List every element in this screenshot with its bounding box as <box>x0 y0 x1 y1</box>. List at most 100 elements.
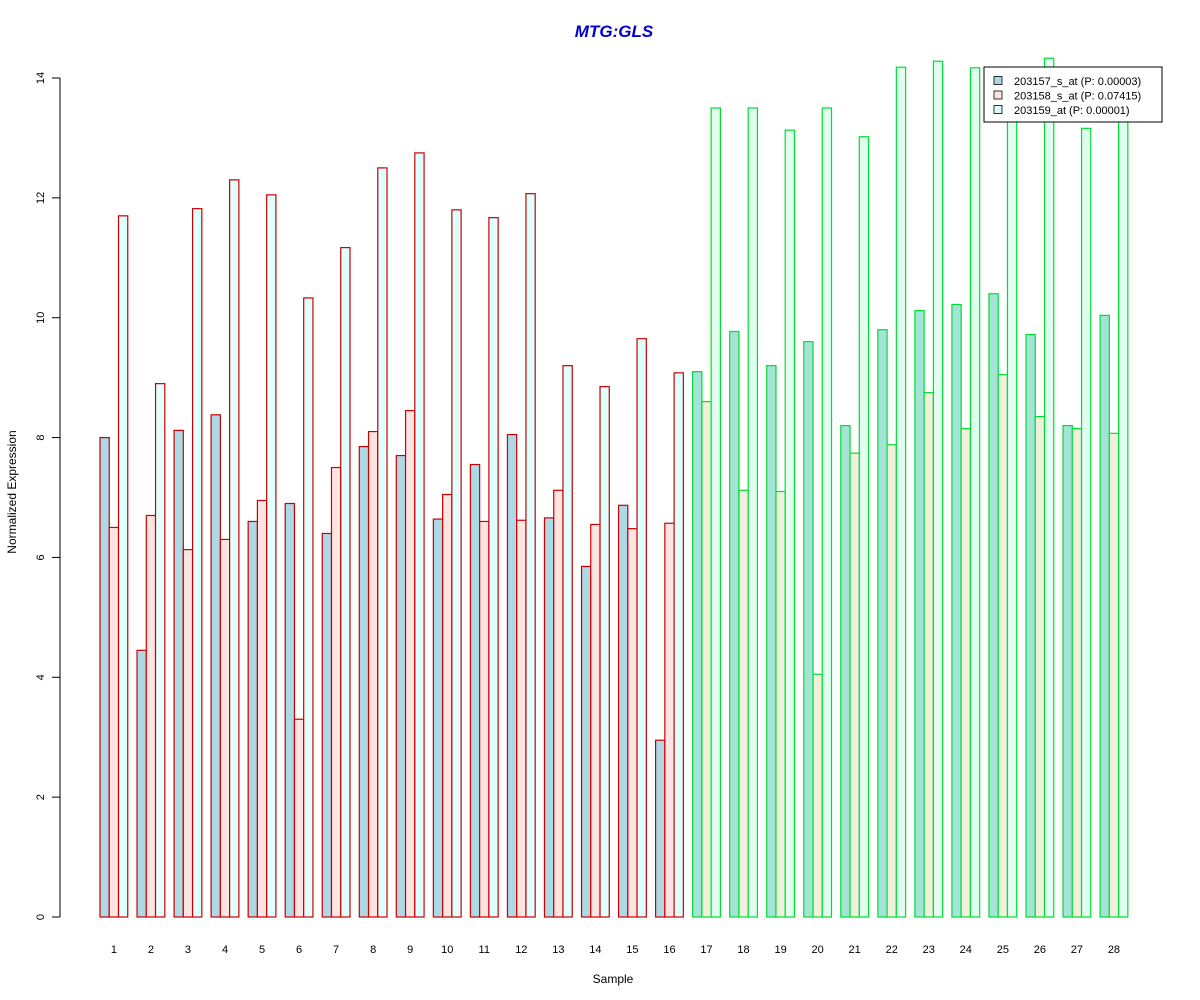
legend-label-3: 203159_at (P: 0.00001) <box>1014 105 1130 117</box>
x-tick-label: 2 <box>148 944 154 956</box>
bar-s1-sample-9 <box>395 454 407 918</box>
x-tick-label: 20 <box>812 944 824 956</box>
bar-s2-sample-22 <box>886 444 897 918</box>
bar-s3-sample-12 <box>525 193 536 918</box>
x-tick-label: 4 <box>222 944 228 956</box>
x-tick-label: 6 <box>296 944 302 956</box>
bar-s1-sample-23 <box>914 309 925 918</box>
bar-s3-sample-22 <box>895 66 907 918</box>
bar-s3-sample-4 <box>229 179 240 918</box>
bar-s2-sample-1 <box>108 526 120 918</box>
x-tick-label: 12 <box>515 944 527 956</box>
x-tick-label: 21 <box>849 944 861 956</box>
legend-label-1: 203157_s_at (P: 0.00003) <box>1014 76 1141 88</box>
x-tick-label: 27 <box>1071 944 1083 956</box>
y-tick-label: 6 <box>35 554 47 560</box>
bar-s3-sample-17 <box>710 107 721 918</box>
bar-s2-sample-16 <box>664 522 675 918</box>
bar-s3-sample-19 <box>784 129 796 918</box>
bar-s2-sample-26 <box>1034 416 1046 918</box>
bar-s2-sample-8 <box>367 430 379 918</box>
bar-s2-sample-23 <box>923 392 934 918</box>
bar-s1-sample-5 <box>247 520 259 918</box>
bar-s3-sample-2 <box>154 383 166 918</box>
bar-s3-sample-13 <box>562 365 573 918</box>
bar-s2-sample-24 <box>960 427 972 918</box>
bar-s1-sample-16 <box>654 739 666 918</box>
bar-s2-sample-21 <box>849 452 860 918</box>
bar-s3-sample-21 <box>858 136 870 918</box>
bar-s2-sample-7 <box>330 466 342 918</box>
bar-s2-sample-4 <box>219 538 231 918</box>
bar-s1-sample-13 <box>543 517 555 918</box>
bar-s3-sample-5 <box>266 194 277 918</box>
bar-s3-sample-20 <box>821 107 833 918</box>
bar-s1-sample-7 <box>321 532 333 918</box>
bar-s3-sample-16 <box>673 372 684 918</box>
bar-s3-sample-6 <box>303 297 314 918</box>
legend-swatch-3 <box>993 105 1003 114</box>
x-tick-label: 26 <box>1034 944 1046 956</box>
y-tick-label: 14 <box>35 72 47 84</box>
bar-s2-sample-28 <box>1108 432 1120 918</box>
legend-swatch-2 <box>993 90 1003 100</box>
bar-s3-sample-11 <box>488 217 499 918</box>
bar-s1-sample-2 <box>136 649 147 918</box>
x-tick-label: 16 <box>663 944 675 956</box>
y-tick-label: 2 <box>35 794 47 800</box>
x-tick-label: 9 <box>407 944 413 956</box>
x-tick-label: 1 <box>111 944 117 956</box>
x-tick-label: 17 <box>700 944 712 956</box>
y-tick-label: 0 <box>35 914 47 920</box>
x-tick-label: 25 <box>997 944 1009 956</box>
x-tick-label: 24 <box>960 944 972 956</box>
y-axis: 0 2 4 6 8 10 12 14 <box>35 72 61 920</box>
bar-s2-sample-3 <box>182 549 194 918</box>
bar-s3-sample-10 <box>451 209 462 918</box>
bar-s1-sample-25 <box>988 293 999 918</box>
bar-s3-sample-26 <box>1043 57 1055 918</box>
bar-s1-sample-15 <box>617 504 629 918</box>
bar-s1-sample-20 <box>803 341 814 918</box>
x-tick-label: 19 <box>774 944 786 956</box>
x-tick-label: 18 <box>737 944 749 956</box>
y-tick-label: 4 <box>35 674 47 680</box>
bar-s1-sample-27 <box>1062 424 1073 918</box>
x-tick-label: 8 <box>370 944 376 956</box>
bar-s3-sample-23 <box>932 60 944 918</box>
bar-s2-sample-15 <box>627 528 638 918</box>
x-tick-label: 5 <box>259 944 265 956</box>
x-tick-label: 7 <box>333 944 339 956</box>
y-axis-label: Normalized Expression <box>5 430 19 553</box>
legend-label-2: 203158_s_at (P: 0.07415) <box>1014 91 1141 103</box>
bar-s1-sample-21 <box>840 424 851 918</box>
bar-s1-sample-19 <box>766 365 777 918</box>
bar-s2-sample-13 <box>553 489 564 918</box>
bar-s1-sample-1 <box>99 436 110 918</box>
bar-s3-sample-1 <box>117 215 129 918</box>
bar-s1-sample-11 <box>469 463 481 918</box>
y-tick-label: 10 <box>35 312 47 324</box>
bar-s2-sample-19 <box>775 490 786 918</box>
bar-s2-sample-20 <box>812 673 823 918</box>
bar-s1-sample-6 <box>284 502 296 918</box>
bar-s2-sample-2 <box>145 514 157 918</box>
x-tick-label: 22 <box>886 944 898 956</box>
bar-s1-sample-17 <box>692 371 703 918</box>
legend-box <box>983 66 1163 123</box>
bar-s2-sample-12 <box>516 519 527 918</box>
x-tick-label: 10 <box>441 944 453 956</box>
bar-s3-sample-27 <box>1080 127 1092 918</box>
bar-s3-sample-8 <box>377 167 388 918</box>
x-axis-label: Sample <box>593 972 634 986</box>
x-tick-label: 28 <box>1108 944 1120 956</box>
legend: 203157_s_at (P: 0.00003) 203158_s_at (P: … <box>983 66 1163 123</box>
bar-s1-sample-14 <box>580 565 592 918</box>
bar-s2-sample-25 <box>997 374 1009 918</box>
bar-s1-sample-12 <box>506 433 518 918</box>
x-tick-label: 23 <box>923 944 935 956</box>
bar-s3-sample-3 <box>191 208 203 918</box>
bar-s2-sample-11 <box>479 520 490 918</box>
bar-s2-sample-27 <box>1071 427 1083 918</box>
